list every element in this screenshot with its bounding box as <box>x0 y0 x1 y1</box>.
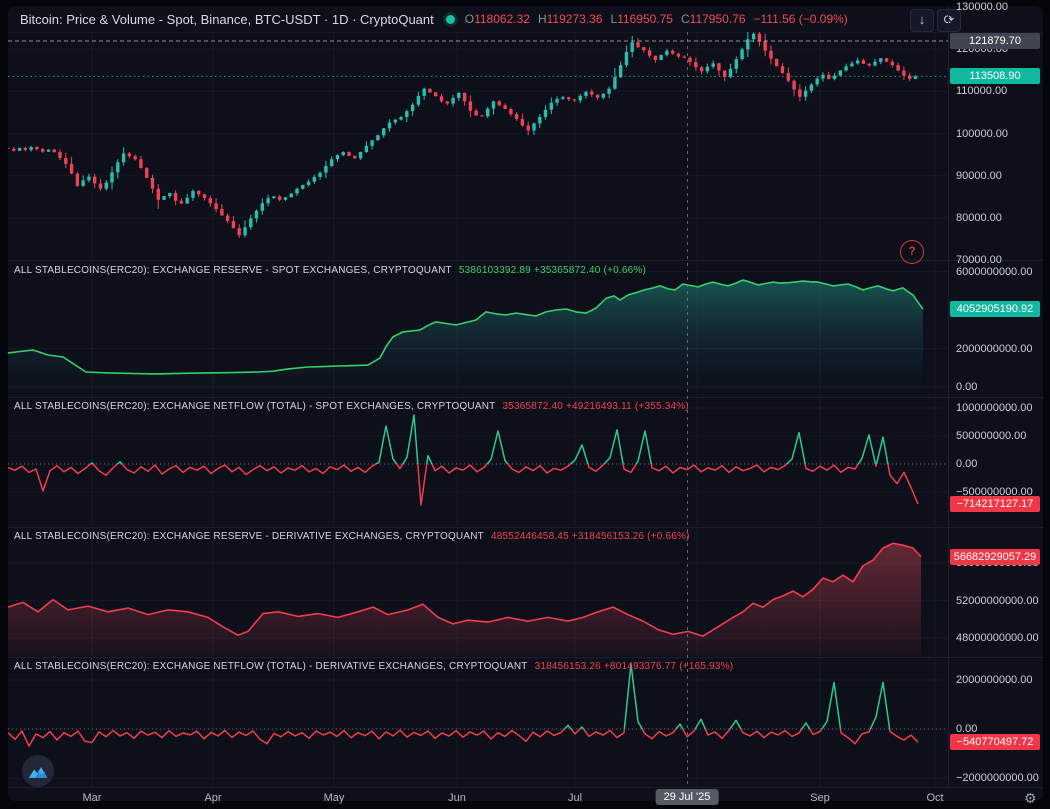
axis-tick-label: 0.00 <box>956 723 978 735</box>
high-label: H <box>537 12 547 26</box>
time-axis-label: Sep <box>810 792 830 804</box>
panel-divider[interactable] <box>8 260 1043 261</box>
reserve-spot-canvas[interactable] <box>8 262 948 396</box>
reset-zoom-button[interactable]: ⟳ <box>937 9 961 32</box>
ohlc-readout: O118062.32 H119273.36 L116950.75 C117950.76… <box>465 12 856 26</box>
indicator-label: ALL STABLECOINS(ERC20): EXCHANGE NETFLOW… <box>14 401 496 412</box>
reserve-derivative-canvas[interactable] <box>8 528 948 656</box>
time-axis-label: Apr <box>204 792 222 804</box>
time-axis-label: Jul <box>567 792 583 804</box>
open-label: O <box>464 12 475 26</box>
axis-tick-label: 6000000000.00 <box>956 265 1033 278</box>
low-label: L <box>610 12 618 26</box>
change-value: −111.56 (−0.09%) <box>753 12 848 26</box>
indicator-label: ALL STABLECOINS(ERC20): EXCHANGE NETFLOW… <box>14 661 528 672</box>
download-icon: ↓ <box>918 12 926 27</box>
price-badge-red: −714217127.17 <box>950 495 1040 512</box>
help-button[interactable]: ? <box>900 240 924 264</box>
axis-tick-label: −500000000.00 <box>956 486 1033 498</box>
price-badge-teal: 113508.90 <box>950 68 1040 85</box>
price-chart-canvas[interactable] <box>8 32 948 260</box>
mountain-logo-icon <box>28 767 48 778</box>
indicator-label: ALL STABLECOINS(ERC20): EXCHANGE RESERVE… <box>14 531 484 542</box>
indicator-label: ALL STABLECOINS(ERC20): EXCHANGE RESERVE… <box>14 265 452 276</box>
axis-tick-label: 130000.00 <box>956 0 1008 13</box>
axis-tick-label: −2000000000.00 <box>956 772 1039 784</box>
price-badge-gray: 121879.70 <box>950 33 1040 50</box>
chart-card <box>8 6 1043 801</box>
axis-tick-label: 48000000000.00 <box>956 632 1039 644</box>
panel-header-netflow-spot: ALL STABLECOINS(ERC20): EXCHANGE NETFLOW… <box>14 401 689 412</box>
axis-tick-label: 0.00 <box>956 458 978 470</box>
panel-divider[interactable] <box>8 397 1043 398</box>
cryptoquant-logo[interactable] <box>22 755 54 787</box>
axis-tick-label: 500000000.00 <box>956 430 1027 442</box>
axis-tick-label: 80000.00 <box>956 212 1002 224</box>
time-axis-label: May <box>323 792 345 804</box>
indicator-value: 48552446458.45 +318456153.26 (+0.66%) <box>490 531 690 542</box>
open-value: 118062.32 <box>474 12 530 26</box>
axis-tick-label: 100000.00 <box>956 127 1008 140</box>
axis-tick-label: 2000000000.00 <box>956 342 1033 355</box>
panel-divider[interactable] <box>8 527 1043 528</box>
crosshair-vertical-line <box>687 32 688 788</box>
netflow-derivative-canvas[interactable] <box>8 658 948 787</box>
panel-header-netflow-derivative: ALL STABLECOINS(ERC20): EXCHANGE NETFLOW… <box>14 661 733 672</box>
price-badge-red: 56682929057.29 <box>950 548 1040 565</box>
time-axis-label: Jun <box>448 792 466 804</box>
panel-header-reserve-derivative: ALL STABLECOINS(ERC20): EXCHANGE RESERVE… <box>14 531 690 542</box>
panel-divider[interactable] <box>8 657 1043 658</box>
high-value: 119273.36 <box>546 12 603 26</box>
axis-tick-label: 0.00 <box>956 381 978 393</box>
indicator-value: 318456153.26 +801493376.77 (+165.93%) <box>534 661 734 672</box>
low-value: 116950.75 <box>617 12 673 26</box>
close-value: 117950.76 <box>689 12 746 26</box>
time-axis-divider <box>8 787 1043 788</box>
axis-tick-label: 52000000000.00 <box>956 594 1039 607</box>
axis-tick-label: 90000.00 <box>956 169 1002 182</box>
axis-tick-label: 2000000000.00 <box>956 674 1033 686</box>
axis-tick-label: 70000.00 <box>956 254 1002 267</box>
price-badge-red: −540770497.72 <box>950 734 1040 751</box>
reset-zoom-icon: ⟳ <box>943 12 955 27</box>
settings-gear-icon[interactable]: ⚙ <box>1024 790 1037 806</box>
live-status-icon <box>445 14 455 24</box>
indicator-value: 35365872.40 +49216493.11 (+355.34%) <box>502 401 689 412</box>
axis-tick-label: 110000.00 <box>956 85 1008 98</box>
price-badge-teal: 4052905190.92 <box>950 300 1040 317</box>
price-axis-divider <box>948 6 949 788</box>
time-axis-label: Oct <box>926 792 944 804</box>
axis-tick-label: 1000000000.00 <box>956 402 1033 414</box>
chart-header: Bitcoin: Price & Volume - Spot, Binance,… <box>8 6 1043 33</box>
download-button[interactable]: ↓ <box>910 9 934 32</box>
crosshair-date-badge: 29 Jul '25 <box>655 789 719 805</box>
chart-title: Bitcoin: Price & Volume - Spot, Binance,… <box>20 11 434 27</box>
indicator-value: 5386103392.89 +35365872.40 (+0.66%) <box>458 265 646 276</box>
time-axis-label: Mar <box>82 792 102 804</box>
close-label: C <box>680 12 690 26</box>
panel-header-reserve-spot: ALL STABLECOINS(ERC20): EXCHANGE RESERVE… <box>14 265 646 276</box>
netflow-spot-canvas[interactable] <box>8 398 948 526</box>
